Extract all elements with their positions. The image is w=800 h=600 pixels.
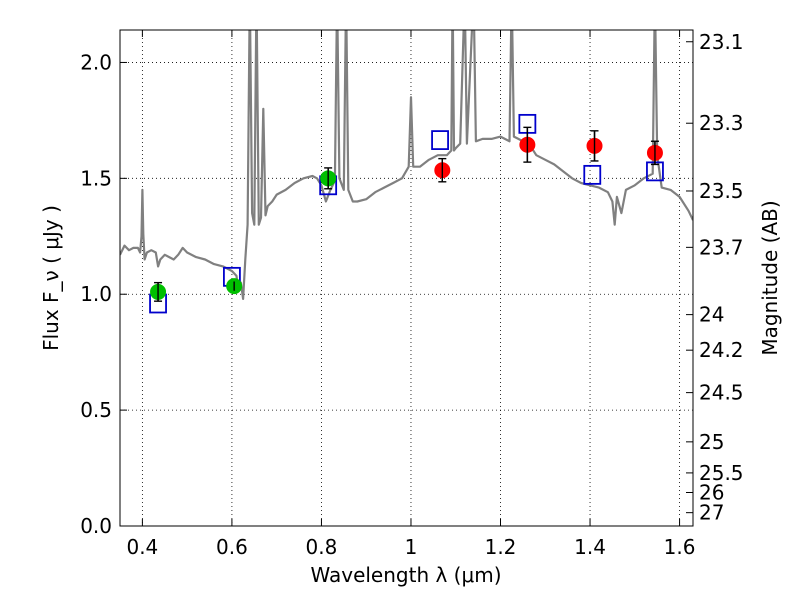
x-tick-label: 0.6 (216, 535, 248, 559)
x-tick-label: 0.4 (126, 535, 158, 559)
y2-tick-label: 24.2 (699, 338, 744, 362)
y2-tick-label: 23.3 (699, 111, 744, 135)
x-tick-label: 1.6 (664, 535, 696, 559)
x-tick-label: 1.2 (485, 535, 517, 559)
plot-data (120, 30, 693, 314)
y2-tick-label: 26 (699, 480, 724, 504)
x-tick-label: 1 (405, 535, 418, 559)
y2-tick-label: 27 (699, 501, 724, 525)
y2-tick-label: 23.1 (699, 30, 744, 54)
y2-tick-label: 24.5 (699, 381, 744, 405)
y-tick-label: 0.5 (80, 398, 112, 422)
y2-tick-label: 23.7 (699, 235, 744, 259)
axes: 0.4 0.6 0.8 1 1.2 1.4 1.6 0.0 0.5 1.0 1.5 2.0 23.1 23… (80, 30, 743, 559)
y2-tick-label: 23.5 (699, 179, 744, 203)
grid (120, 30, 693, 527)
model-square-marker (431, 130, 449, 150)
y2-tick-label: 25 (699, 430, 724, 454)
y-tick-label: 0.0 (80, 514, 112, 538)
y-tick-label: 2.0 (80, 50, 112, 74)
model-square-marker (583, 164, 602, 185)
x-axis-label: Wavelength λ (μm) (310, 563, 501, 587)
y2-tick-label: 24 (699, 303, 724, 327)
y-tick-label: 1.0 (80, 282, 112, 306)
x-tick-label: 1.4 (574, 535, 606, 559)
spectrum-line (120, 30, 693, 300)
plot-frame (119, 29, 694, 527)
y-tick-label: 1.5 (80, 166, 112, 190)
y2-axis-label: Magnitude (AB) (758, 200, 782, 355)
x-tick-label: 0.8 (306, 535, 338, 559)
y-axis-label: Flux F_ν ( μJy ) (39, 205, 63, 351)
y2-tick-label: 25.5 (699, 461, 744, 485)
